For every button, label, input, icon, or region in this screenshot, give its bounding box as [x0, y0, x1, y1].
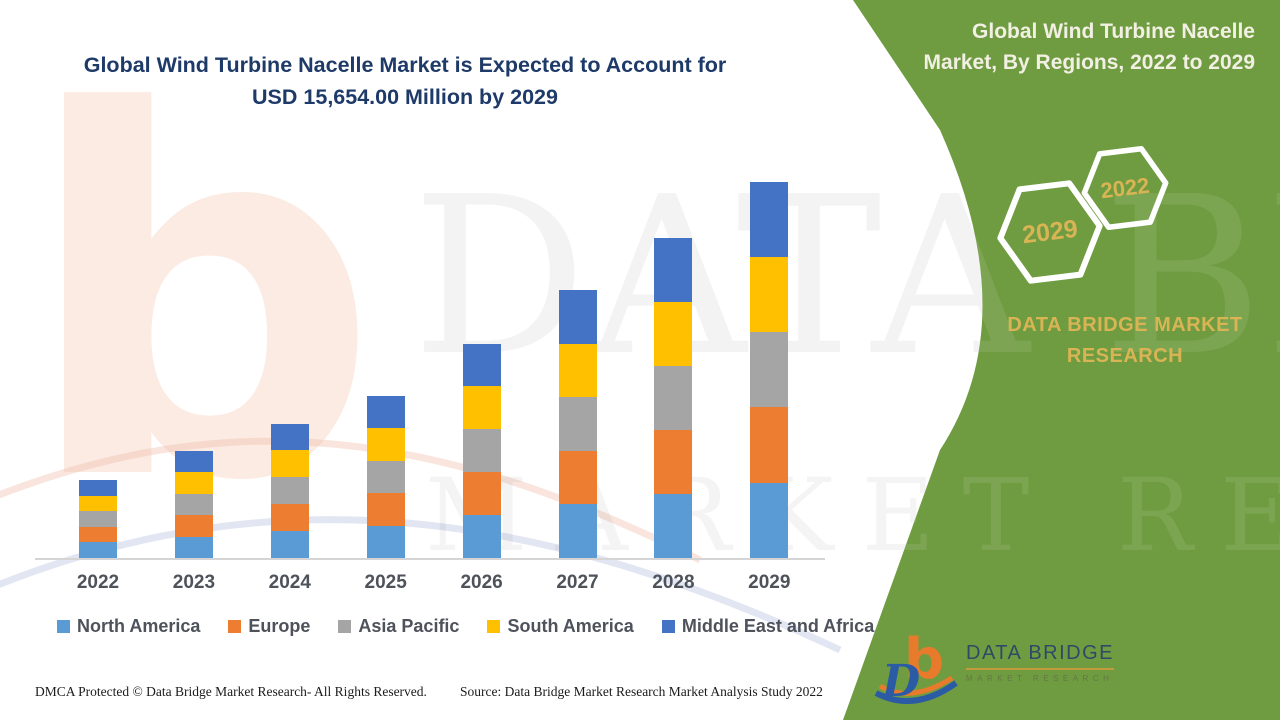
bar-segment-north-america: [270, 531, 309, 558]
bar-segment-north-america: [654, 493, 693, 558]
bar-segment-asia-pacific: [79, 511, 117, 527]
bar-segment-middle-east-and-africa: [366, 396, 405, 429]
bar-segment-asia-pacific: [750, 332, 789, 408]
bar-2028: [654, 237, 693, 558]
legend-item-asia-pacific: Asia Pacific: [338, 616, 459, 637]
bar-segment-europe: [750, 407, 789, 483]
legend-label: South America: [507, 616, 634, 636]
brand-caption: DATA BRIDGE MARKET RESEARCH: [1007, 314, 1243, 367]
bar-segment-europe: [79, 526, 117, 543]
data-bridge-logo: b D DATA BRIDGE MARKET RESEARCH: [874, 626, 1115, 704]
legend-label: North America: [77, 616, 201, 636]
bar-segment-middle-east-and-africa: [79, 480, 117, 496]
logo-text: DATA BRIDGE MARKET RESEARCH: [966, 626, 1115, 683]
logo-subtitle: MARKET RESEARCH: [966, 674, 1114, 683]
bar-segment-south-america: [174, 472, 213, 494]
bar-segment-asia-pacific: [366, 460, 405, 494]
legend-item-europe: Europe: [228, 616, 310, 637]
logo-name: DATA BRIDGE: [966, 642, 1115, 670]
bar-segment-middle-east-and-africa: [750, 182, 789, 257]
legend-label: Middle East and Africa: [681, 616, 875, 636]
svg-text:b: b: [904, 627, 944, 692]
legend-item-middle-east-and-africa: Middle East and Africa: [661, 616, 875, 637]
legend-label: Europe: [248, 616, 311, 636]
green-side-panel: [843, 0, 1280, 720]
bar-segment-north-america: [79, 542, 117, 558]
footer-source: Source: Data Bridge Market Research Mark…: [460, 684, 823, 699]
bar-segment-south-america: [270, 450, 309, 478]
x-tick-2026: 2026: [460, 572, 503, 593]
bar-segment-south-america: [366, 428, 405, 461]
bar-2029: [750, 182, 789, 558]
bar-segment-asia-pacific: [462, 429, 501, 472]
x-tick-2023: 2023: [172, 572, 216, 593]
bar-segment-south-america: [654, 301, 693, 366]
legend-swatch-icon: [228, 620, 242, 633]
bar-segment-south-america: [462, 386, 501, 429]
bar-segment-north-america: [750, 482, 789, 558]
bar-segment-south-america: [79, 495, 117, 512]
x-tick-2027: 2027: [556, 572, 599, 593]
legend-swatch-icon: [57, 620, 70, 633]
bar-2027: [558, 290, 597, 558]
bar-segment-europe: [654, 429, 693, 494]
bar-segment-middle-east-and-africa: [558, 290, 597, 344]
legend-item-south-america: South America: [487, 616, 634, 637]
data-bridge-logo-mark-icon: b D: [874, 627, 958, 704]
bar-segment-north-america: [462, 515, 501, 558]
bar-segment-north-america: [174, 536, 213, 558]
bar-2024: [270, 423, 309, 558]
bar-segment-asia-pacific: [270, 477, 309, 505]
bar-segment-europe: [462, 472, 501, 515]
x-tick-2022: 2022: [76, 572, 120, 593]
hexagon-outline-icon: [1081, 145, 1169, 231]
svg-text:D: D: [880, 656, 920, 704]
hexagon-2029-badge: 2029: [997, 180, 1103, 284]
bar-segment-europe: [270, 504, 309, 532]
hexagon-outline-icon: [997, 180, 1103, 284]
legend-swatch-icon: [661, 620, 675, 633]
hexagon-2022-badge: 2022: [1081, 145, 1169, 231]
bar-2023: [174, 451, 213, 558]
plot-area: [35, 168, 825, 560]
chart-title-line1: Global Wind Turbine Nacelle Market is Ex…: [83, 53, 727, 77]
bar-segment-middle-east-and-africa: [462, 343, 501, 387]
bar-segment-south-america: [558, 343, 597, 398]
chart-title: Global Wind Turbine Nacelle Market is Ex…: [40, 50, 770, 114]
bar-segment-middle-east-and-africa: [654, 237, 693, 302]
bar-segment-europe: [366, 493, 405, 526]
bar-segment-middle-east-and-africa: [270, 423, 309, 451]
bar-segment-europe: [558, 450, 597, 505]
bar-2025: [366, 396, 405, 558]
bar-2022: [79, 480, 117, 558]
bar-2026: [462, 343, 501, 558]
bar-segment-asia-pacific: [654, 365, 693, 430]
footer-dmca: DMCA Protected © Data Bridge Market Rese…: [35, 684, 427, 699]
bar-segment-asia-pacific: [558, 397, 597, 451]
bar-segment-asia-pacific: [174, 493, 213, 516]
bar-segment-north-america: [366, 525, 405, 558]
chart-title-line2: USD 15,654.00 Million by 2029: [252, 84, 558, 109]
chart-legend: North America Europe Asia Pacific South Ame…: [57, 616, 874, 637]
side-panel-heading: Global Wind Turbine Nacelle Market, By R…: [923, 20, 1255, 75]
legend-swatch-icon: [487, 620, 501, 633]
hexagon-year-large: 2029: [1021, 215, 1080, 250]
x-axis-labels: 2022 2023 2024 2025 2026 2027 2028 2029: [35, 572, 825, 598]
x-tick-2029: 2029: [748, 572, 791, 593]
bar-segment-north-america: [558, 504, 597, 558]
bar-segment-south-america: [750, 256, 789, 333]
bar-segment-middle-east-and-africa: [174, 451, 213, 473]
legend-item-north-america: North America: [57, 616, 200, 637]
x-tick-2025: 2025: [364, 572, 407, 593]
hexagon-year-small: 2022: [1099, 173, 1151, 204]
legend-swatch-icon: [338, 620, 352, 633]
x-tick-2028: 2028: [652, 572, 695, 593]
legend-label: Asia Pacific: [358, 616, 460, 636]
bar-segment-europe: [174, 515, 213, 537]
x-tick-2024: 2024: [268, 572, 311, 593]
